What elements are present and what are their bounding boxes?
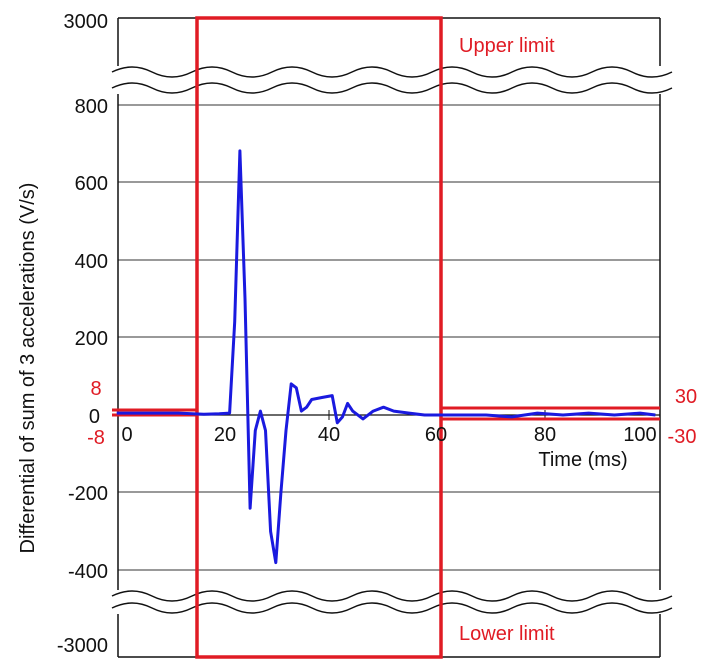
x-tick-label-100: 100 <box>623 424 656 446</box>
x-tick-label-40: 40 <box>318 424 340 446</box>
y-tick-label-minus-200: -200 <box>68 483 108 505</box>
grid-lines <box>118 104 660 571</box>
y-tick-label-3000: 3000 <box>64 11 109 33</box>
x-tick-label-60: 60 <box>425 424 447 446</box>
y-tick-label-minus-3000: -3000 <box>57 635 108 657</box>
axis-break-lower <box>111 590 673 614</box>
limit-lines <box>112 16 660 659</box>
limit-window <box>195 16 443 659</box>
axis-break-upper <box>111 66 673 94</box>
y-tick-label-600: 600 <box>75 173 108 195</box>
upper-limit-label: Upper limit <box>459 35 555 57</box>
y-tick-label-200: 200 <box>75 328 108 350</box>
y-tick-label-400: 400 <box>75 251 108 273</box>
y-tick-labels: 3000 800 600 400 200 0 -200 -400 -3000 <box>57 11 108 657</box>
limit-value-labels: 8 -8 30 -30 <box>87 378 697 449</box>
limit-label-left-upper: 8 <box>90 378 101 400</box>
x-tick-label-20: 20 <box>214 424 236 446</box>
y-tick-label-0: 0 <box>89 406 100 428</box>
x-tick-label-0: 0 <box>121 424 132 446</box>
y-tick-label-minus-400: -400 <box>68 561 108 583</box>
x-tick-labels: 0 20 40 60 80 100 <box>121 424 656 446</box>
series-line-0 <box>116 149 656 565</box>
x-tick-label-80: 80 <box>534 424 556 446</box>
y-axis-title: Differential of sum of 3 accelerations (… <box>17 183 39 554</box>
x-axis-title: Time (ms) <box>538 449 627 471</box>
series-layer <box>116 149 656 565</box>
y-tick-label-800: 800 <box>75 96 108 118</box>
lower-limit-label: Lower limit <box>459 623 555 645</box>
limit-label-right-upper: 30 <box>675 386 697 408</box>
limit-label-right-lower: -30 <box>668 426 697 448</box>
limit-label-left-lower: -8 <box>87 427 105 449</box>
